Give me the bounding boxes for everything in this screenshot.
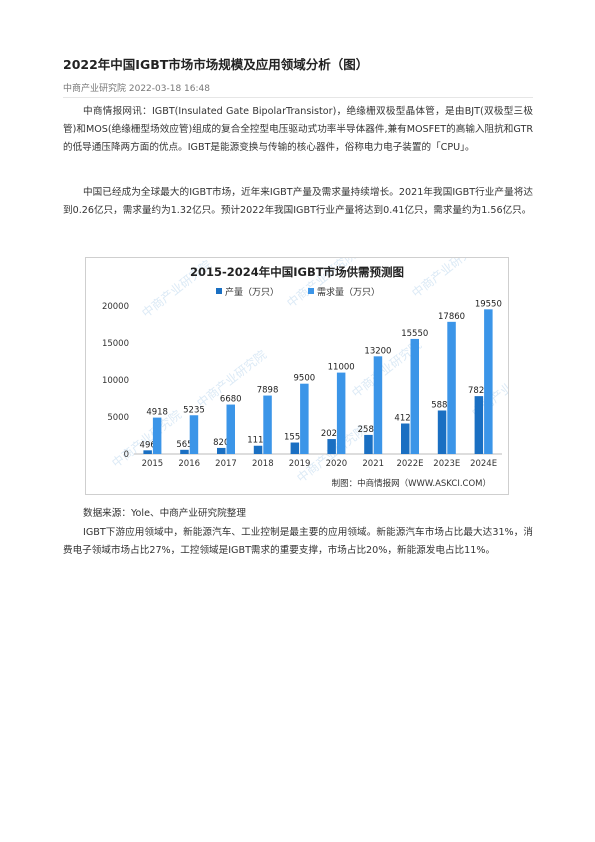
data-label-production-2021: 2580 <box>358 425 380 435</box>
x-tick-label: 2019 <box>289 459 311 469</box>
x-tick-label: 2015 <box>142 459 164 469</box>
bar-demand-2018 <box>263 395 272 454</box>
divider <box>63 97 533 98</box>
bar-production-2016 <box>180 449 189 454</box>
data-label-production-2024E: 7820 <box>468 386 490 396</box>
x-tick-label: 2016 <box>178 459 200 469</box>
legend-label-1: 产量（万只） <box>225 286 279 298</box>
x-tick-label: 2022E <box>396 459 423 469</box>
x-tick-label: 2018 <box>252 459 274 469</box>
data-label-demand-2018: 7898 <box>257 386 279 396</box>
x-tick-label: 2023E <box>433 459 460 469</box>
bar-demand-2019 <box>300 383 309 454</box>
bar-demand-2023E <box>447 321 456 454</box>
data-label-production-2018: 1115 <box>247 436 269 446</box>
data-label-demand-2021: 13200 <box>364 346 391 356</box>
data-label-production-2023E: 5880 <box>431 400 453 410</box>
data-label-production-2015: 496 <box>140 440 156 450</box>
bar-production-2019 <box>290 442 300 454</box>
paragraph-applications: IGBT下游应用领域中，新能源汽车、工业控制是最主要的应用领域。新能源汽车市场占… <box>63 527 533 556</box>
bar-production-2024E <box>474 396 484 454</box>
article-meta: 中商产业研究院 2022-03-18 16:48 <box>63 84 210 94</box>
bar-production-2022E <box>401 423 410 454</box>
data-label-demand-2022E: 15550 <box>401 329 428 339</box>
data-label-production-2017: 820 <box>213 438 229 448</box>
data-label-demand-2017: 6680 <box>220 395 242 405</box>
bar-demand-2015 <box>152 417 162 454</box>
data-label-production-2016: 565 <box>176 440 192 450</box>
y-tick-label: 20000 <box>102 302 129 312</box>
bar-demand-2020 <box>336 372 346 454</box>
y-tick-label: 15000 <box>102 339 129 349</box>
bar-demand-2021 <box>373 356 383 454</box>
paragraph-intro: 中商情报网讯：IGBT(Insulated Gate BipolarTransi… <box>63 106 533 153</box>
data-label-demand-2015: 4918 <box>146 408 168 418</box>
bar-demand-2022E <box>410 338 419 454</box>
paragraph-market: 中国已经成为全球最大的IGBT市场，近年来IGBT产量及需求量持续增长。2021… <box>63 187 533 216</box>
data-source: 数据来源：Yole、中商产业研究院整理 <box>83 508 246 519</box>
x-tick-label: 2020 <box>326 459 348 469</box>
x-tick-label: 2021 <box>362 459 384 469</box>
article-title: 2022年中国IGBT市场市场规模及应用领域分析（图） <box>63 57 369 72</box>
x-tick-label: 2017 <box>215 459 237 469</box>
chart-figure: 中商产业研究院 中商产业研究院 中商产业研究院 中商产业研究院 中商产业研究院 中商产业研… <box>85 257 509 495</box>
bar-production-2018 <box>253 445 263 454</box>
bar-production-2023E <box>437 410 447 454</box>
y-tick-label: 10000 <box>102 376 129 386</box>
data-label-production-2022E: 4120 <box>394 414 416 424</box>
legend-label-2: 需求量（万只） <box>317 286 380 298</box>
data-label-production-2020: 2020 <box>321 429 343 439</box>
bar-production-2017 <box>217 447 226 454</box>
bar-demand-2016 <box>189 415 199 454</box>
bar-production-2021 <box>364 434 373 454</box>
bar-production-2015 <box>143 450 152 454</box>
y-tick-label: 5000 <box>107 413 129 423</box>
watermark-text: 中商产业研究院 <box>409 258 484 300</box>
bar-demand-2024E <box>484 309 493 454</box>
chart-title: 2015-2024年中国IGBT市场供需预测图 <box>190 265 404 279</box>
data-label-demand-2020: 11000 <box>328 363 355 373</box>
data-label-production-2019: 1550 <box>284 433 306 443</box>
x-tick-label: 2024E <box>470 459 497 469</box>
legend-swatch-2 <box>308 288 314 294</box>
data-label-demand-2016: 5235 <box>183 405 205 415</box>
data-label-demand-2023E: 17860 <box>438 312 465 322</box>
y-tick-label: 0 <box>124 450 129 460</box>
bar-production-2020 <box>327 439 336 454</box>
legend-swatch-1 <box>216 288 222 294</box>
data-label-demand-2019: 9500 <box>294 374 316 384</box>
data-label-demand-2024E: 19550 <box>475 299 502 309</box>
chart-credit: 制图：中商情报网（WWW.ASKCI.COM） <box>332 478 491 489</box>
bar-demand-2017 <box>226 404 235 454</box>
chart-legend: 产量（万只） 需求量（万只） <box>216 286 380 298</box>
